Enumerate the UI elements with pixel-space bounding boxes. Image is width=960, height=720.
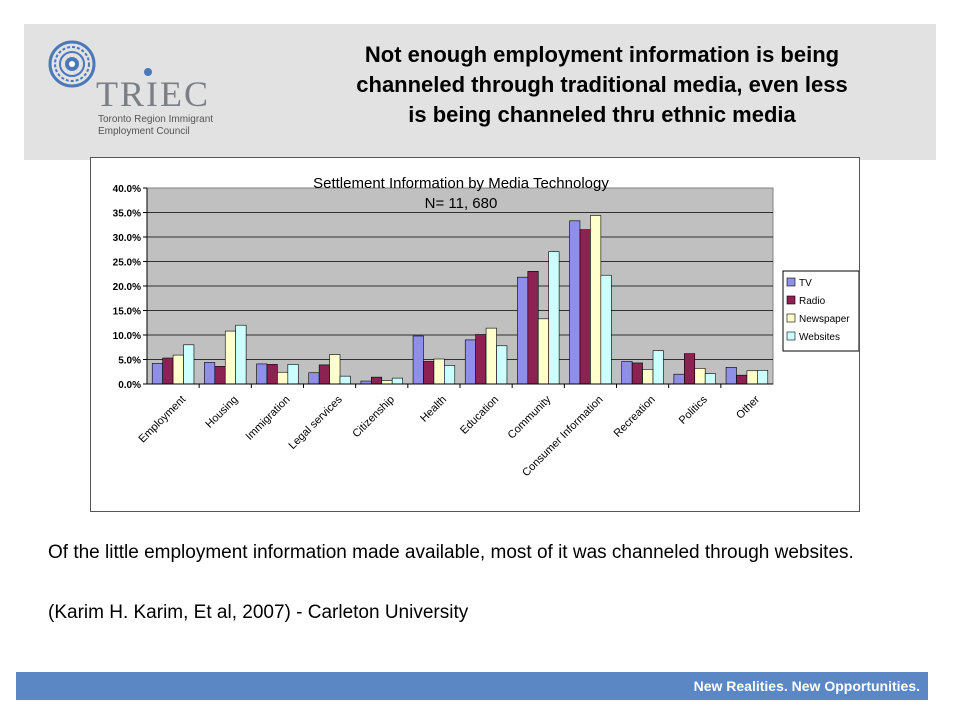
triec-logo: TRIEC Toronto Region Immigrant Employmen… — [48, 40, 213, 137]
bar — [694, 368, 706, 385]
bar — [224, 330, 236, 385]
logo-line-1: Toronto Region Immigrant — [98, 114, 213, 125]
legend-label: TV — [799, 278, 812, 289]
bar — [256, 363, 268, 385]
bar — [162, 357, 174, 385]
bar — [371, 376, 383, 385]
x-tick-label: Legal services — [287, 393, 346, 452]
bar — [266, 364, 278, 385]
bar — [725, 367, 737, 385]
y-tick-label: 0.0% — [118, 380, 141, 391]
logo-wordmark: TRIEC — [96, 74, 210, 114]
bar — [537, 318, 549, 385]
y-tick-label: 25.0% — [113, 258, 141, 269]
x-tick-label: Housing — [203, 394, 240, 431]
bar — [527, 271, 539, 385]
bar — [318, 364, 330, 385]
bar — [214, 366, 226, 385]
bar — [631, 362, 643, 385]
bar — [746, 370, 758, 385]
bar — [204, 362, 216, 385]
legend-swatch — [786, 313, 796, 323]
bar — [673, 373, 685, 385]
bar — [569, 220, 581, 385]
bar — [172, 354, 184, 385]
bar — [485, 327, 497, 385]
legend-swatch — [786, 277, 796, 287]
bar — [308, 372, 320, 385]
bar — [235, 324, 247, 385]
bar — [652, 350, 664, 385]
bar — [600, 274, 612, 385]
y-tick-label: 35.0% — [113, 209, 141, 220]
x-tick-label: Recreation — [612, 394, 658, 440]
bar — [684, 353, 696, 385]
x-tick-label: Health — [418, 394, 449, 425]
triec-emblem-icon — [48, 40, 96, 88]
bar — [464, 339, 476, 385]
bar — [433, 358, 445, 385]
y-tick-label: 20.0% — [113, 282, 141, 293]
bar — [579, 229, 591, 385]
media-technology-chart: 0.0% 5.0% 10.0% 15.0% 20.0% 25.0% 30.0% 35.0% 40… — [113, 175, 859, 479]
chart-frame: 0.0% 5.0% 10.0% 15.0% 20.0% 25.0% 30.0% 35.0% 40… — [90, 157, 860, 512]
bar — [642, 369, 654, 385]
bar — [391, 377, 403, 385]
legend-label: Websites — [799, 332, 840, 343]
legend-label: Radio — [799, 296, 826, 307]
bar — [287, 364, 299, 385]
bar — [444, 365, 456, 385]
x-tick-label: Politics — [677, 393, 710, 426]
x-tick-label: Immigration — [243, 394, 292, 443]
x-tick-label: Education — [458, 394, 501, 437]
bar — [704, 373, 716, 385]
chart-legend: TV Radio Newspaper Websites — [782, 270, 859, 352]
x-tick-label: Community — [506, 393, 554, 441]
bar — [517, 276, 529, 385]
y-tick-label: 15.0% — [113, 307, 141, 318]
bar — [183, 344, 195, 385]
bar — [151, 363, 163, 385]
legend-swatch — [786, 331, 796, 341]
employment-note: Of the little employment information mad… — [48, 542, 854, 563]
legend-box — [782, 270, 859, 352]
x-tick-label: Citizenship — [350, 394, 397, 441]
legend-swatch — [786, 295, 796, 305]
bar — [339, 375, 351, 385]
y-tick-label: 10.0% — [113, 331, 141, 342]
bar — [590, 215, 602, 385]
bar — [475, 334, 487, 385]
y-tick-label: 5.0% — [118, 356, 141, 367]
bar — [548, 251, 560, 385]
header-band — [24, 24, 936, 160]
footer-tagline: New Realities. New Opportunities. — [693, 678, 920, 694]
bar — [736, 374, 748, 385]
logo-accent-dot — [144, 68, 152, 76]
citation: (Karim H. Karim, Et al, 2007) - Carleton… — [48, 602, 469, 623]
bar — [496, 345, 508, 385]
bar — [621, 361, 633, 385]
bar — [423, 361, 435, 385]
footer-band: New Realities. New Opportunities. — [16, 672, 928, 700]
bar — [757, 369, 769, 385]
bar — [381, 380, 393, 385]
slide-title: Not enough employment information is bei… — [356, 42, 848, 127]
bar — [412, 335, 424, 385]
x-tick-label: Employment — [137, 394, 189, 446]
legend-label: Newspaper — [799, 314, 850, 325]
chart-subtitle: N= 11, 680 — [425, 195, 498, 212]
y-tick-label: 30.0% — [113, 233, 141, 244]
chart-title: Settlement Information by Media Technolo… — [313, 175, 609, 192]
x-tick-label: Other — [734, 393, 762, 421]
bar — [329, 354, 341, 385]
y-tick-label: 40.0% — [113, 184, 141, 195]
logo-line-2: Employment Council — [98, 126, 190, 137]
bar — [277, 371, 289, 385]
